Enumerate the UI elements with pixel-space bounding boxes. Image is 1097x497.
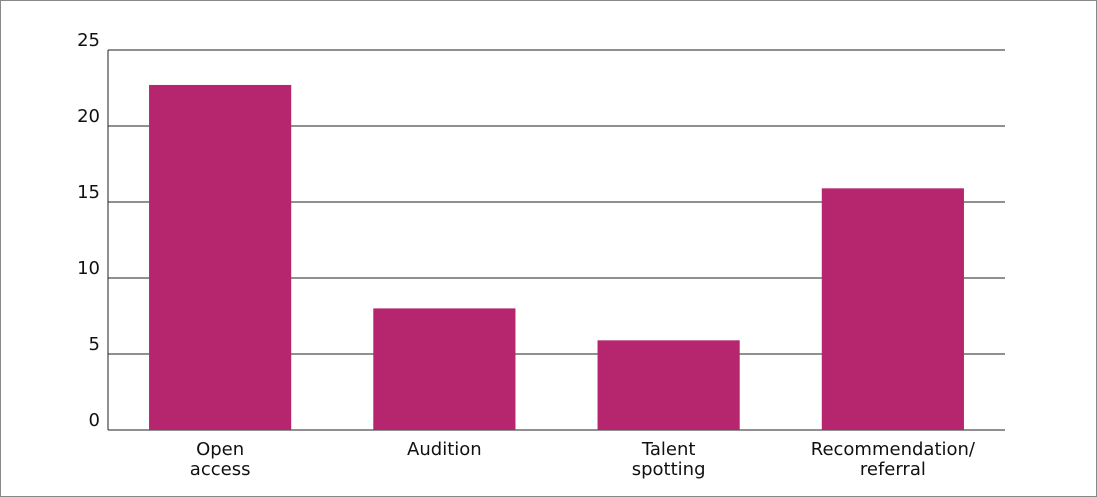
bar — [821, 188, 964, 430]
y-tick-label: 10 — [77, 258, 100, 279]
x-tick-label: Audition — [407, 439, 482, 460]
y-tick-label: 25 — [77, 30, 100, 51]
y-tick-label: 15 — [77, 182, 100, 203]
y-tick-label: 20 — [77, 106, 100, 127]
y-tick-label: 0 — [89, 410, 100, 431]
y-tick-label: 5 — [89, 334, 100, 355]
x-tick-label: Talent spotting — [631, 439, 706, 480]
x-tick-label: Open access — [189, 439, 251, 480]
bar — [373, 308, 516, 430]
bar — [597, 340, 740, 430]
x-tick-label: Recommendation/ referral — [810, 439, 975, 480]
bar — [149, 84, 292, 431]
